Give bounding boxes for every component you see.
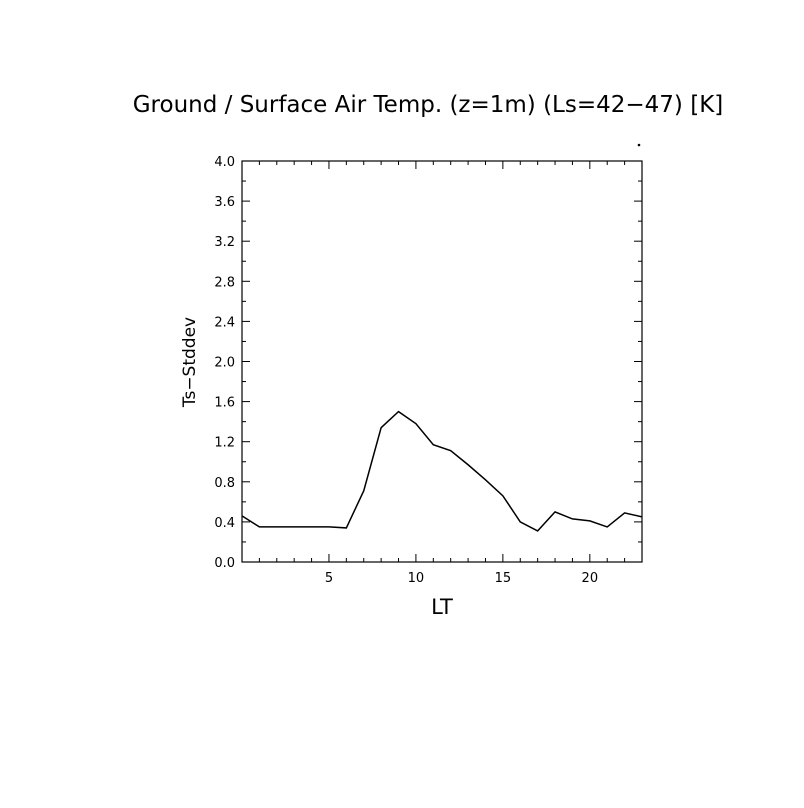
x-tick-label: 20 [582, 571, 599, 586]
y-tick-label: 2.0 [214, 356, 235, 371]
y-tick-label: 0.8 [214, 476, 235, 491]
x-tick-label: 5 [325, 571, 333, 586]
y-tick-label: 4.0 [214, 155, 235, 170]
y-axis-label: Ts−Stddev [180, 317, 200, 408]
series-line [241, 410, 643, 532]
plot-frame [241, 160, 643, 563]
y-tick-label: 3.6 [214, 195, 235, 210]
x-axis-label: LT [431, 595, 453, 619]
chart-title: Ground / Surface Air Temp. (z=1m) (Ls=42… [133, 92, 724, 118]
y-tick-label: 1.6 [214, 396, 235, 411]
y-tick-label: 0.0 [214, 556, 235, 571]
x-tick-label: 10 [408, 571, 425, 586]
y-tick-label: 2.8 [214, 275, 235, 290]
y-tick-label: 3.2 [214, 235, 235, 250]
y-tick-label: 1.2 [214, 436, 235, 451]
x-tick-label: 15 [495, 571, 512, 586]
y-tick-label: 2.4 [214, 315, 235, 330]
corner-dot-mark [637, 143, 641, 147]
y-tick-label: 0.4 [214, 516, 235, 531]
plot-area: 5 10 15 20 0.0 0.4 0.8 1.2 1.6 2.0 2.4 2.8 3.2 3.6 4.0 [214, 155, 643, 586]
